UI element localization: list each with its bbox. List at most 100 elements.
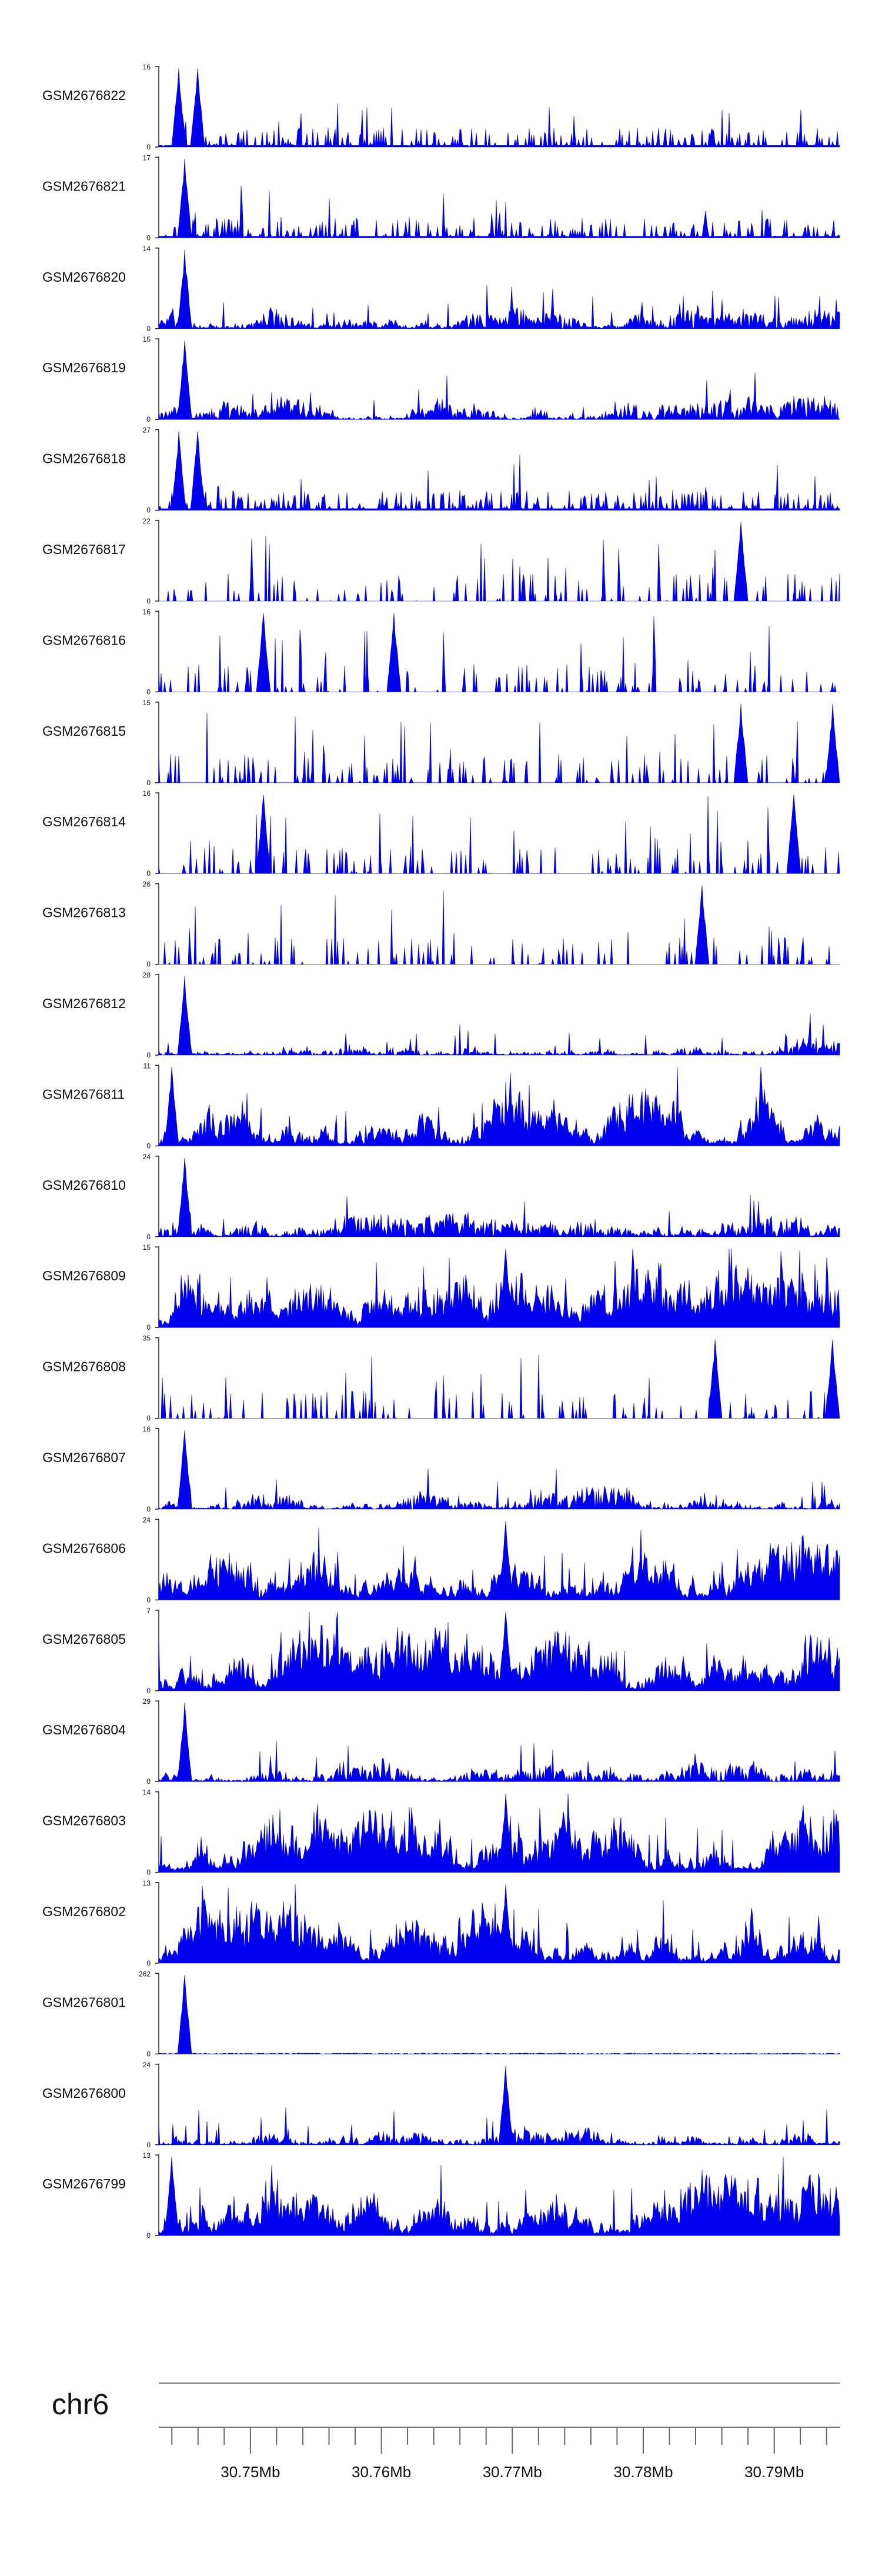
coverage-area	[158, 1703, 840, 1783]
track-GSM2676811: GSM2676811 11 0	[42, 1062, 840, 1150]
y-max-label: 27	[143, 426, 151, 435]
track-label: GSM2676818	[42, 451, 126, 466]
track-GSM2676810: GSM2676810 24 0	[42, 1153, 840, 1241]
coverage-area	[158, 68, 840, 148]
coverage-area	[158, 341, 840, 420]
coverage-area	[158, 1793, 840, 1873]
track-GSM2676807: GSM2676807 16 0	[42, 1425, 840, 1513]
track-label: GSM2676809	[42, 1268, 126, 1283]
track-label: GSM2676806	[42, 1540, 126, 1556]
y-max-label: 29	[143, 1697, 151, 1706]
track-label: GSM2676816	[42, 632, 126, 648]
y-min-label: 0	[146, 506, 151, 515]
track-label: GSM2676813	[42, 905, 126, 920]
track-GSM2676805: GSM2676805 7 0	[42, 1607, 840, 1695]
coverage-area	[158, 1067, 840, 1146]
track-GSM2676815: GSM2676815 15 0	[42, 699, 840, 787]
track-label: GSM2676800	[42, 2086, 126, 2101]
track-label: GSM2676805	[42, 1631, 126, 1647]
y-max-label: 16	[143, 63, 151, 71]
y-min-label: 0	[146, 1505, 151, 1513]
y-min-label: 0	[146, 1323, 151, 1332]
coverage-area	[158, 431, 840, 511]
coverage-area	[158, 1975, 840, 2054]
coverage-area	[158, 703, 840, 783]
track-GSM2676822: GSM2676822 16 0	[42, 63, 840, 151]
y-max-label: 15	[143, 1243, 151, 1252]
y-max-label: 26	[143, 880, 151, 889]
track-GSM2676806: GSM2676806 24 0	[42, 1516, 840, 1604]
track-GSM2676819: GSM2676819 15 0	[42, 335, 840, 423]
y-min-label: 0	[146, 233, 151, 242]
x-tick-label: 30.76Mb	[352, 2463, 411, 2481]
y-min-label: 0	[146, 415, 151, 423]
coverage-area	[158, 613, 840, 693]
track-label: GSM2676803	[42, 1813, 126, 1828]
genome-axis: chr6 30.75Mb 30.76Mb 30.77Mb 30.78Mb 30.79Mb	[52, 2383, 840, 2481]
x-tick-label: 30.78Mb	[613, 2463, 673, 2481]
y-min-label: 0	[146, 2050, 151, 2058]
track-label: GSM2676801	[42, 1994, 126, 2010]
track-label: GSM2676815	[42, 723, 126, 739]
y-min-label: 0	[146, 597, 151, 605]
y-max-label: 35	[143, 1334, 151, 1343]
track-GSM2676809: GSM2676809 15 0	[42, 1243, 840, 1332]
y-max-label: 13	[143, 1879, 151, 1887]
coverage-area	[158, 1611, 840, 1691]
coverage-area	[158, 1157, 840, 1237]
tracks: GSM2676822160GSM2676821170GSM2676820140G…	[42, 63, 840, 2240]
track-label: GSM2676819	[42, 360, 126, 375]
track-GSM2676821: GSM2676821 17 0	[42, 154, 840, 242]
y-min-label: 0	[146, 2141, 151, 2149]
coverage-area	[158, 1521, 840, 1600]
track-label: GSM2676807	[42, 1450, 126, 1465]
y-min-label: 0	[146, 1233, 151, 1241]
track-GSM2676808: GSM2676808 35 0	[42, 1334, 840, 1423]
y-max-label: 15	[143, 335, 151, 343]
coverage-area	[158, 2066, 840, 2145]
y-max-label: 17	[143, 154, 151, 162]
y-max-label: 14	[143, 245, 151, 253]
track-label: GSM2676812	[42, 996, 126, 1011]
track-label: GSM2676821	[42, 178, 126, 193]
chromosome-label: chr6	[52, 2388, 109, 2421]
y-max-label: 24	[143, 1153, 151, 1161]
y-max-label: 13	[143, 2151, 151, 2160]
y-min-label: 0	[146, 960, 151, 969]
y-max-label: 15	[143, 699, 151, 707]
track-GSM2676813: GSM2676813 26 0	[42, 880, 840, 969]
track-GSM2676816: GSM2676816 16 0	[42, 608, 840, 696]
coverage-area	[158, 976, 840, 1056]
y-min-label: 0	[146, 1414, 151, 1423]
y-max-label: 14	[143, 1788, 151, 1797]
coverage-area	[158, 795, 840, 875]
y-min-label: 0	[146, 1596, 151, 1604]
y-min-label: 0	[146, 779, 151, 787]
track-GSM2676802: GSM2676802 13 0	[42, 1879, 840, 1967]
coverage-area	[159, 1339, 840, 1419]
coverage-area	[159, 522, 840, 602]
track-GSM2676814: GSM2676814 16 0	[42, 789, 840, 877]
coverage-area	[159, 885, 840, 965]
y-min-label: 0	[146, 869, 151, 877]
track-GSM2676804: GSM2676804 29 0	[42, 1697, 840, 1786]
y-min-label: 0	[146, 2231, 151, 2240]
y-max-label: 22	[143, 517, 151, 525]
coverage-area	[158, 249, 840, 329]
track-GSM2676812: GSM2676812 28 0	[42, 971, 840, 1059]
y-min-label: 0	[146, 143, 151, 151]
track-label: GSM2676811	[42, 1086, 125, 1102]
track-GSM2676817: GSM2676817 22 0	[42, 517, 840, 605]
y-max-label: 262	[139, 1970, 151, 1978]
track-label: GSM2676820	[42, 269, 126, 285]
coverage-area	[158, 1430, 840, 1510]
y-min-label: 0	[146, 1051, 151, 1059]
track-label: GSM2676799	[42, 2176, 126, 2191]
x-tick-label: 30.77Mb	[483, 2463, 542, 2481]
track-label: GSM2676817	[42, 542, 126, 557]
y-min-label: 0	[146, 1868, 151, 1877]
track-label: GSM2676804	[42, 1722, 126, 1737]
y-max-label: 24	[143, 1516, 151, 1524]
y-max-label: 28	[143, 971, 151, 979]
